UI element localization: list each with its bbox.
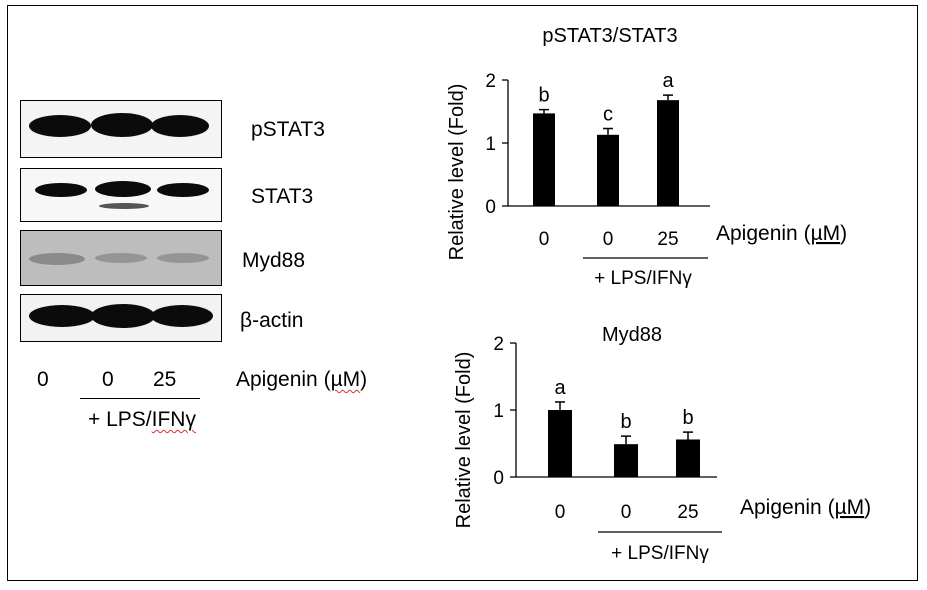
stat3-band-3 — [157, 183, 209, 197]
blot-beta-actin — [20, 294, 222, 342]
chart1-letter-1: c — [603, 104, 613, 126]
blot-treatment-label: + LPS/IFNγ — [88, 408, 196, 432]
chart2-ytick-label-0: 0 — [493, 468, 504, 489]
chart2-bar-2 — [676, 439, 700, 477]
pstat3-band-3 — [151, 115, 209, 137]
stat3-lower-band — [99, 203, 149, 209]
chart1-ytick-label-0: 0 — [485, 197, 496, 218]
chart1-category-1: 0 — [603, 229, 614, 250]
blot-label-stat3: STAT3 — [251, 185, 314, 208]
chart1-letter-0: b — [538, 85, 549, 107]
blot-label-pstat3: pSTAT3 — [251, 118, 325, 141]
blot-dose-3: 25 — [153, 368, 177, 391]
treatment-word: IFNγ — [151, 408, 196, 431]
blot-dose-1: 0 — [37, 368, 49, 391]
chart2-title: Myd88 — [602, 324, 662, 346]
chart2-category-2: 25 — [677, 502, 698, 523]
chart1-title: pSTAT3/STAT3 — [542, 25, 677, 47]
chart2-category-0: 0 — [555, 502, 566, 523]
chart2-letter-1: b — [620, 411, 631, 433]
stat3-band-1 — [35, 183, 87, 197]
chart1-category-2: 25 — [657, 229, 678, 250]
chart2-letter-0: a — [554, 377, 566, 399]
treatment-prefix: + LPS/ — [88, 408, 152, 431]
blot-label-beta-actin: β-actin — [240, 309, 304, 332]
apigenin-unit: µM — [330, 368, 361, 391]
blot-pstat3 — [20, 100, 222, 158]
chart1-group-label: + LPS/IFNγ — [594, 268, 692, 289]
chart2-ytick-label-2: 2 — [493, 334, 504, 355]
chart2-category-1: 0 — [621, 502, 632, 523]
apigenin-suffix: ) — [360, 368, 368, 391]
stat3-band-2 — [95, 181, 151, 197]
chart2-y-label: Relative level (Fold) — [453, 352, 475, 529]
chart1-bar-2 — [657, 100, 679, 206]
blot-stat3 — [20, 168, 222, 222]
figure-frame — [7, 5, 918, 581]
blot-myd88 — [20, 230, 222, 286]
myd88-band-2 — [95, 253, 147, 263]
actin-band-1 — [29, 305, 95, 327]
chart1-y-label: Relative level (Fold) — [446, 84, 468, 261]
chart2-letter-2: b — [682, 407, 693, 429]
chart1-ytick-label-1: 1 — [485, 134, 496, 155]
chart1-category-0: 0 — [539, 229, 550, 250]
chart1-ytick-label-2: 2 — [485, 71, 496, 92]
actin-band-3 — [151, 305, 213, 327]
blot-label-myd88: Myd88 — [242, 249, 306, 272]
chart2-bar-1 — [614, 444, 638, 477]
pstat3-band-1 — [29, 115, 91, 137]
myd88-band-1 — [29, 253, 85, 265]
apigenin-prefix: Apigenin ( — [236, 368, 331, 391]
blot-apigenin-label: Apigenin (µM) — [236, 368, 367, 392]
chart1-bar-0 — [533, 113, 555, 206]
blot-dose-2: 0 — [102, 368, 114, 391]
chart2-bar-0 — [548, 410, 572, 477]
chart2-ytick-label-1: 1 — [493, 401, 504, 422]
chart2-group-label: + LPS/IFNγ — [611, 543, 709, 564]
chart1-bar-1 — [597, 134, 619, 206]
chart1-x-label: Apigenin (µM) — [716, 222, 847, 245]
chart1-letter-2: a — [662, 70, 674, 92]
pstat3-band-2 — [91, 113, 153, 137]
chart2-x-label: Apigenin (µM) — [740, 496, 871, 519]
actin-band-2 — [91, 304, 155, 328]
blot-treatment-line — [80, 398, 200, 399]
myd88-band-3 — [157, 253, 209, 263]
